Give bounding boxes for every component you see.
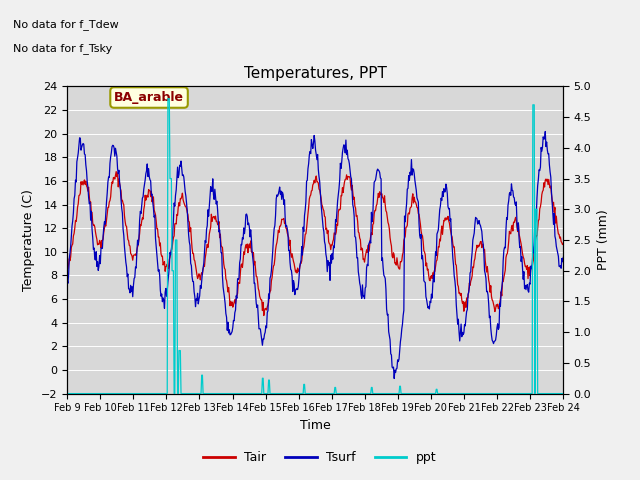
Y-axis label: PPT (mm): PPT (mm) — [597, 210, 610, 270]
Y-axis label: Temperature (C): Temperature (C) — [22, 189, 35, 291]
Text: BA_arable: BA_arable — [114, 91, 184, 104]
Text: No data for f_Tsky: No data for f_Tsky — [13, 43, 112, 54]
Text: No data for f_Tdew: No data for f_Tdew — [13, 19, 118, 30]
Title: Temperatures, PPT: Temperatures, PPT — [244, 66, 387, 81]
Legend: Tair, Tsurf, ppt: Tair, Tsurf, ppt — [198, 446, 442, 469]
X-axis label: Time: Time — [300, 419, 331, 432]
